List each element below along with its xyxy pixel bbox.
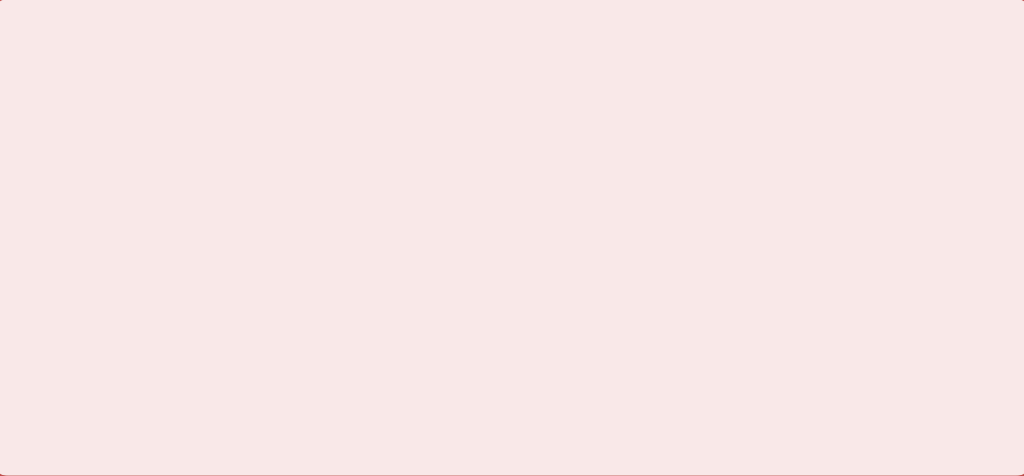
- Text: 4 (40%): 4 (40%): [586, 234, 643, 249]
- Text: 22 (47%): 22 (47%): [480, 258, 554, 273]
- Text: 6 (13%): 6 (13%): [488, 307, 546, 322]
- Text: 0·12: 0·12: [791, 234, 822, 249]
- Text: Speech disturbance: Speech disturbance: [157, 234, 311, 249]
- Text: 12 (75%): 12 (75%): [387, 332, 454, 347]
- Text: 12 (52%): 12 (52%): [680, 185, 746, 200]
- Text: 0·18: 0·18: [788, 160, 824, 175]
- Text: 5 (50%): 5 (50%): [586, 283, 643, 298]
- Text: 9 (39%): 9 (39%): [684, 209, 741, 224]
- Text: 4 (40%): 4 (40%): [586, 209, 643, 224]
- Text: <0·0001: <0·0001: [774, 307, 839, 322]
- Text: 9 (60%): 9 (60%): [391, 283, 450, 298]
- Text: 22 (47%): 22 (47%): [483, 209, 551, 224]
- Text: Decreased conscious level: Decreased conscious level: [157, 283, 360, 298]
- Text: Diffuse features: Diffuse features: [157, 258, 291, 273]
- Text: Facial weakness: Facial weakness: [157, 209, 284, 224]
- Text: p value: p value: [776, 115, 837, 129]
- Text: 0·39: 0·39: [791, 283, 822, 298]
- Text: Hemiparesis: Hemiparesis: [157, 185, 257, 200]
- Text: Seizures: Seizures: [157, 332, 227, 347]
- Text: Headache: Headache: [157, 307, 240, 322]
- Text: 6 (60%): 6 (60%): [586, 185, 643, 200]
- Text: 7 (70%): 7 (70%): [583, 160, 646, 175]
- Text: 17 (74%): 17 (74%): [676, 258, 750, 273]
- Text: <1 year
(n=16): <1 year (n=16): [388, 105, 453, 139]
- Text: <0·0001: <0·0001: [774, 332, 839, 347]
- Text: 4 (25%): 4 (25%): [391, 209, 450, 224]
- Text: 12 (52%): 12 (52%): [680, 307, 746, 322]
- Text: 40 (85%): 40 (85%): [484, 185, 551, 200]
- Text: 0·50: 0·50: [791, 209, 822, 224]
- Text: 10 (63%): 10 (63%): [383, 258, 458, 273]
- Text: 11 (69%): 11 (69%): [387, 185, 454, 200]
- Text: 42 (89%): 42 (89%): [480, 160, 554, 175]
- Text: 12 (26%): 12 (26%): [484, 332, 551, 347]
- Text: 12 (75%): 12 (75%): [383, 160, 458, 175]
- Text: 6–10 years
(n=10): 6–10 years (n=10): [570, 105, 658, 139]
- Text: Focal features: Focal features: [157, 160, 274, 175]
- Text: 1–5 years
(n=47): 1–5 years (n=47): [478, 105, 556, 139]
- Text: 15 (32%): 15 (32%): [484, 234, 551, 249]
- Text: 21 (91%): 21 (91%): [676, 160, 751, 175]
- Text: Presenting features of arterial ischaemic stroke by age group: Presenting features of arterial ischaemi…: [195, 376, 649, 391]
- Text: 11–15 years
(n=23): 11–15 years (n=23): [664, 105, 763, 139]
- Text: 5 (50%): 5 (50%): [586, 307, 643, 322]
- Text: 0·02: 0·02: [790, 185, 823, 200]
- Text: 0·004: 0·004: [783, 258, 829, 273]
- Text: 10 (100%): 10 (100%): [572, 258, 656, 273]
- Text: 9 (39%): 9 (39%): [684, 283, 741, 298]
- Text: 11 (48%): 11 (48%): [680, 234, 746, 249]
- Text: 2 (20%): 2 (20%): [586, 332, 643, 347]
- Text: 0 (0%): 0 (0%): [396, 307, 444, 322]
- Text: 2 (13%): 2 (13%): [391, 234, 450, 249]
- Text: 2 (9%): 2 (9%): [689, 332, 737, 347]
- Text: 17 (36%): 17 (36%): [484, 283, 551, 298]
- Text: Table 4:: Table 4:: [152, 376, 216, 391]
